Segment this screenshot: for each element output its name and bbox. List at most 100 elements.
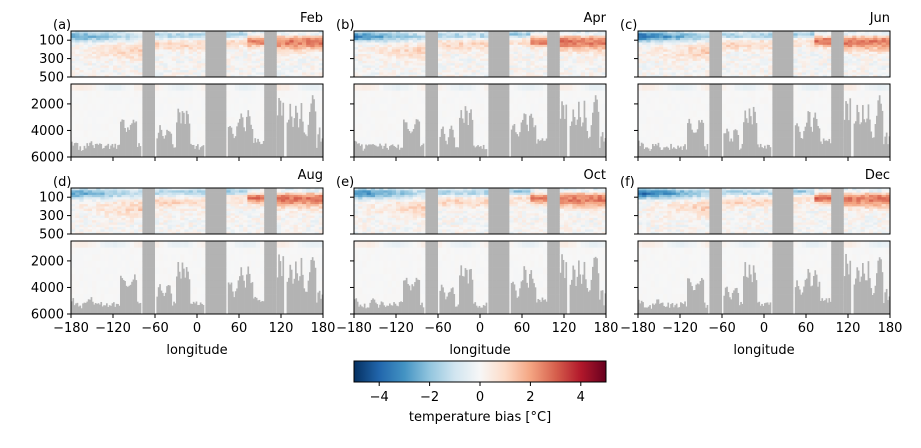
upper-cell [747,33,752,36]
upper-cell [71,72,76,75]
upper-cell [446,54,451,57]
upper-cell [150,60,156,64]
upper-cell [764,31,769,34]
upper-cell [213,47,219,50]
upper-cell [201,49,206,52]
upper-cell [492,65,498,69]
upper-cell [213,70,219,73]
lower-cell [108,137,114,145]
lower-cell [146,117,152,125]
upper-cell [87,67,93,71]
upper-cell [379,58,384,62]
upper-cell [709,65,714,69]
upper-cell [709,37,714,41]
upper-cell [471,40,477,43]
upper-cell [354,37,359,41]
upper-cell [412,72,418,75]
lower-cell [268,130,273,138]
upper-cell [125,42,131,46]
upper-cell [551,72,556,75]
lower-cell [289,97,294,105]
upper-cell [564,72,569,75]
upper-cell [717,60,723,64]
upper-cell [696,60,702,64]
seafloor-bar [565,104,568,157]
upper-cell [117,67,122,71]
upper-cell [146,56,152,59]
lower-cell [260,137,265,145]
seafloor-bar [167,130,170,157]
upper-cell [705,33,710,36]
upper-cell [810,60,815,64]
upper-cell [247,37,252,41]
upper-cell [513,37,519,41]
upper-cell [471,33,477,36]
upper-cell [442,40,447,43]
upper-cell [818,42,824,46]
upper-cell [463,40,468,43]
upper-cell [459,74,464,78]
upper-cell [75,44,80,48]
upper-cell [564,33,569,36]
upper-cell [801,74,807,78]
seafloor-bar [194,148,196,157]
upper-cell [688,40,693,43]
lower-cell [593,90,598,98]
upper-cell [391,60,397,64]
upper-cell [379,63,384,66]
upper-cell [759,49,765,52]
upper-cell [318,70,324,73]
upper-cell [155,49,160,52]
upper-cell [572,49,577,52]
upper-cell [226,58,231,62]
upper-cell [755,67,761,71]
upper-cell [104,72,110,75]
lower-cell [180,90,185,98]
upper-cell [96,67,101,71]
upper-cell [450,67,456,71]
upper-cell [433,49,439,52]
lower-cell [230,123,236,131]
upper-cell [222,44,227,48]
lower-cell [218,84,223,91]
lower-cell [366,130,372,138]
lower-cell [314,103,320,111]
lower-cell [268,137,273,145]
upper-cell [163,67,168,71]
upper-cell [188,49,194,52]
lower-cell [543,137,548,145]
upper-cell [780,44,786,48]
upper-cell [705,49,710,52]
upper-cell [650,47,656,50]
lower-cell [475,123,481,131]
lower-cell [454,90,460,98]
upper-cell [543,51,548,55]
upper-cell [601,74,607,78]
lower-cell [526,84,531,91]
upper-cell [801,56,807,59]
upper-cell [155,63,160,66]
upper-cell [276,33,282,36]
upper-cell [146,31,152,34]
upper-cell [675,35,681,39]
upper-cell [387,42,393,46]
upper-cell [810,40,815,43]
lower-cell [297,90,303,98]
upper-cell [314,63,320,66]
upper-cell [79,33,84,36]
lower-cell [433,137,439,145]
upper-cell [117,31,122,34]
seafloor-bar [202,145,205,157]
seafloor-bar [522,119,524,157]
upper-cell [638,40,643,43]
upper-cell [222,49,227,52]
lower-cell [150,103,156,111]
upper-cell [75,40,80,43]
lower-cell [555,97,561,105]
upper-cell [354,54,359,57]
lower-cell [117,97,122,105]
lower-cell [218,117,223,125]
seafloor-bar [372,144,374,157]
upper-cell [370,44,376,48]
upper-cell [509,49,514,52]
